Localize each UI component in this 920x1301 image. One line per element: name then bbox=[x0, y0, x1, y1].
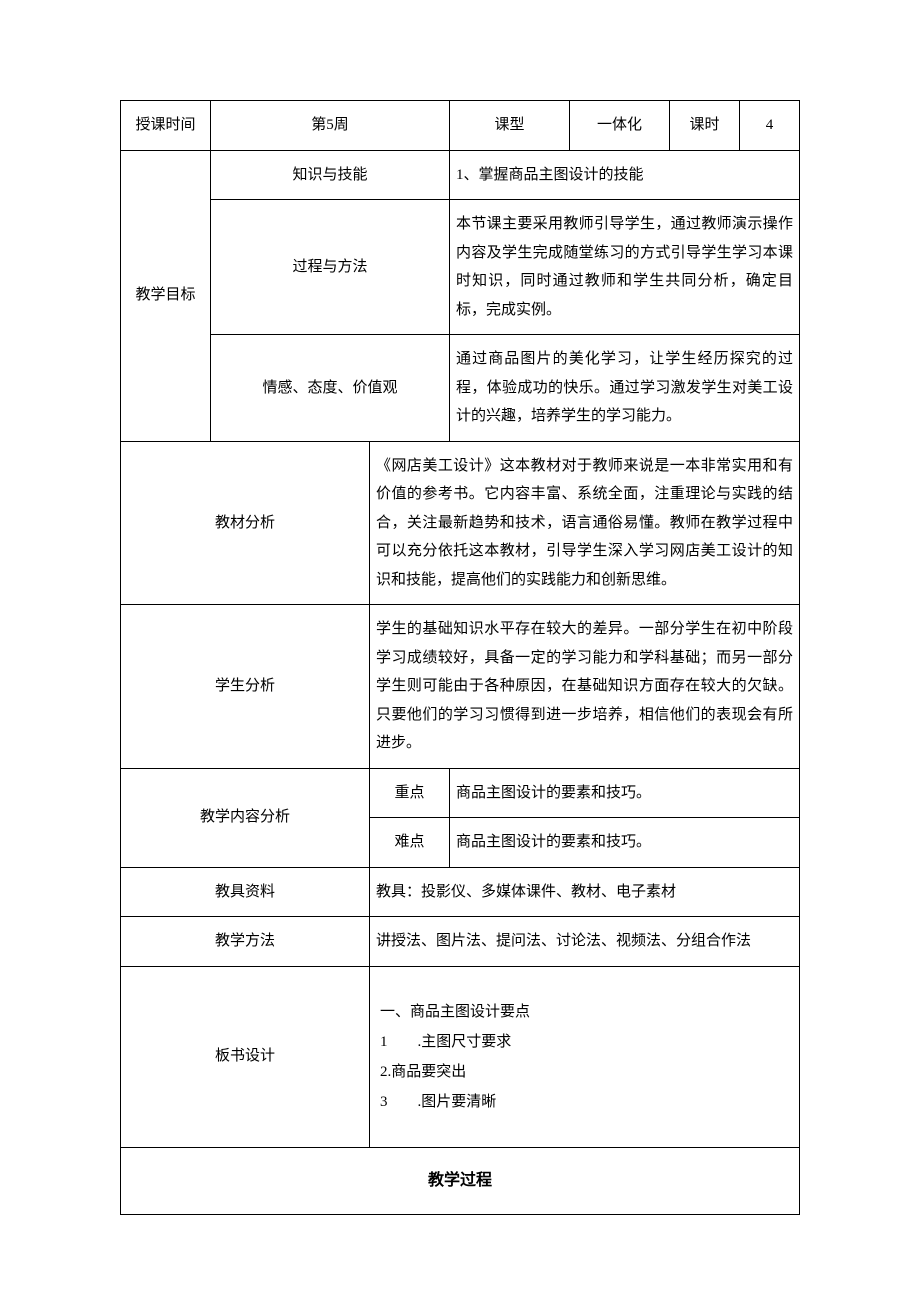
knowledge-skill-label: 知识与技能 bbox=[211, 150, 450, 200]
board-label: 板书设计 bbox=[121, 966, 370, 1147]
process-header: 教学过程 bbox=[121, 1147, 800, 1214]
tools-label: 教具资料 bbox=[121, 867, 370, 917]
material-label: 教材分析 bbox=[121, 441, 370, 605]
board-line-1: 一、商品主图设计要点 bbox=[380, 997, 789, 1027]
tools-text: 教具：投影仪、多媒体课件、教材、电子素材 bbox=[370, 867, 800, 917]
board-line-4: 3 .图片要清晰 bbox=[380, 1087, 789, 1117]
goals-label: 教学目标 bbox=[121, 150, 211, 441]
difficulty-label: 难点 bbox=[370, 818, 450, 868]
process-method-label: 过程与方法 bbox=[211, 200, 450, 335]
attitude-label: 情感、态度、价值观 bbox=[211, 335, 450, 442]
methods-label: 教学方法 bbox=[121, 917, 370, 967]
material-text: 《网店美工设计》这本教材对于教师来说是一本非常实用和有价值的参考书。它内容丰富、… bbox=[370, 441, 800, 605]
attitude-text: 通过商品图片的美化学习，让学生经历探究的过程，体验成功的快乐。通过学习激发学生对… bbox=[450, 335, 800, 442]
type-label: 课型 bbox=[450, 101, 570, 151]
keypoint-label: 重点 bbox=[370, 768, 450, 818]
week-value: 第5周 bbox=[211, 101, 450, 151]
methods-text: 讲授法、图片法、提问法、讨论法、视频法、分组合作法 bbox=[370, 917, 800, 967]
lesson-plan-table: 授课时间 第5周 课型 一体化 课时 4 教学目标 知识与技能 1、掌握商品主图… bbox=[120, 100, 800, 1215]
difficulty-text: 商品主图设计的要素和技巧。 bbox=[450, 818, 800, 868]
process-method-text: 本节课主要采用教师引导学生，通过教师演示操作内容及学生完成随堂练习的方式引导学生… bbox=[450, 200, 800, 335]
board-line-2: 1 .主图尺寸要求 bbox=[380, 1027, 789, 1057]
student-text: 学生的基础知识水平存在较大的差异。一部分学生在初中阶段学习成绩较好，具备一定的学… bbox=[370, 605, 800, 769]
time-label: 授课时间 bbox=[121, 101, 211, 151]
content-analysis-label: 教学内容分析 bbox=[121, 768, 370, 867]
type-value: 一体化 bbox=[570, 101, 670, 151]
hours-label: 课时 bbox=[670, 101, 740, 151]
hours-value: 4 bbox=[740, 101, 800, 151]
keypoint-text: 商品主图设计的要素和技巧。 bbox=[450, 768, 800, 818]
student-label: 学生分析 bbox=[121, 605, 370, 769]
board-content: 一、商品主图设计要点 1 .主图尺寸要求 2.商品要突出 3 .图片要清晰 bbox=[370, 966, 800, 1147]
knowledge-skill-text: 1、掌握商品主图设计的技能 bbox=[450, 150, 800, 200]
board-line-3: 2.商品要突出 bbox=[380, 1057, 789, 1087]
